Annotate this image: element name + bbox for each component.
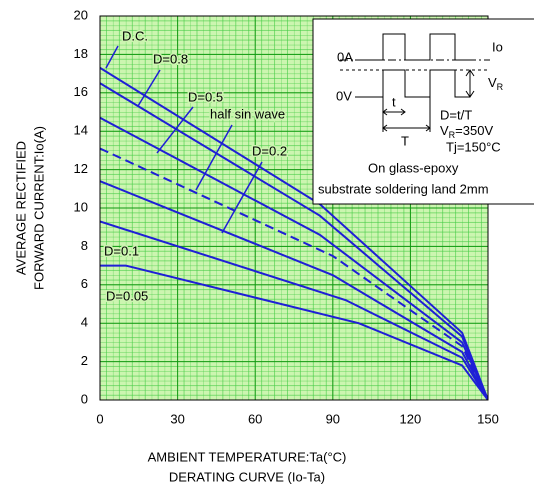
y-axis-label: FORWARD CURRENT:Io(A) xyxy=(31,126,46,290)
series-line xyxy=(100,82,488,400)
series-label: D=0.2 xyxy=(252,143,287,158)
inset-label: Tj=150°C xyxy=(446,139,501,154)
series-label: D=0.5 xyxy=(188,89,223,104)
inset-label: VR xyxy=(488,75,504,92)
x-tick-label: 0 xyxy=(96,411,103,426)
y-tick-label: 16 xyxy=(74,84,88,99)
series-line xyxy=(100,147,488,400)
y-tick-label: 20 xyxy=(74,7,88,22)
chart-title: DERATING CURVE (Io-Ta) xyxy=(169,469,325,484)
inset-label: On glass-epoxy xyxy=(368,160,459,175)
x-tick-label: 30 xyxy=(170,411,184,426)
current-wave xyxy=(355,33,475,61)
series-label: half sin wave xyxy=(210,106,285,121)
leader-line xyxy=(156,106,194,154)
series-label: D.C. xyxy=(122,28,148,43)
inset-box xyxy=(312,18,534,205)
inset-label: 0V xyxy=(336,88,352,103)
period-arrow xyxy=(382,97,431,132)
y-tick-label: 2 xyxy=(81,353,88,368)
x-tick-label: 60 xyxy=(248,411,262,426)
inset-label: T xyxy=(401,133,409,148)
series-label: D=0.8 xyxy=(153,51,188,66)
y-tick-label: 12 xyxy=(74,161,88,176)
inset-label: substrate soldering land 2mm xyxy=(318,181,489,196)
y-tick-label: 6 xyxy=(81,276,88,291)
plot-frame xyxy=(99,15,489,401)
y-tick-label: 14 xyxy=(74,123,88,138)
y-tick-label: 4 xyxy=(81,315,88,330)
y-tick-label: 18 xyxy=(74,46,88,61)
series-label: D=0.1 xyxy=(104,243,139,258)
y-tick-label: 8 xyxy=(81,238,88,253)
leader-line xyxy=(195,124,233,191)
y-axis-label: AVERAGE RECTIFIED xyxy=(13,141,28,275)
series-line xyxy=(100,220,488,400)
inset-label: 0A xyxy=(337,49,353,64)
x-tick-label: 90 xyxy=(326,411,340,426)
x-tick-label: 150 xyxy=(477,411,499,426)
x-axis-label: AMBIENT TEMPERATURE:Ta(°C) xyxy=(148,449,347,464)
leader-line xyxy=(137,69,161,107)
inset-label: D=t/T xyxy=(440,107,472,122)
inset-label: Io xyxy=(492,39,503,54)
series-line xyxy=(100,264,488,400)
y-tick-label: 0 xyxy=(81,391,88,406)
inset-label: t xyxy=(392,94,396,109)
inset-label: VR=350V xyxy=(440,123,493,140)
x-tick-label: 120 xyxy=(400,411,422,426)
inset: 0A Io 0V VR t T D=t/T VR=350V Tj=150°C O… xyxy=(312,18,534,205)
leader-line xyxy=(105,45,119,69)
series-line xyxy=(100,180,488,400)
leader-line xyxy=(221,161,263,234)
y-tick-label: 10 xyxy=(74,199,88,214)
voltage-wave xyxy=(355,69,470,98)
vr-arrow xyxy=(465,69,475,98)
series-label: D=0.05 xyxy=(106,288,148,303)
